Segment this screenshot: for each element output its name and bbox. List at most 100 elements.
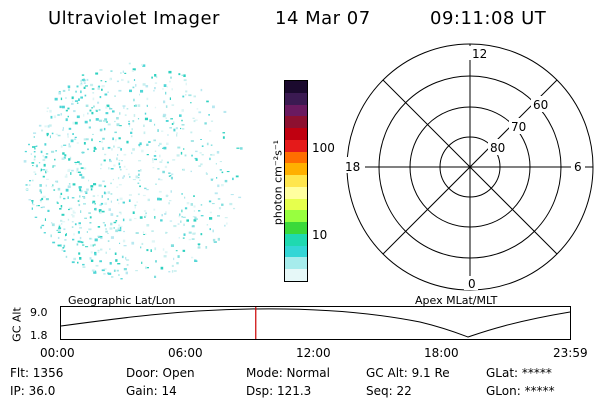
uv-pixel bbox=[146, 249, 149, 252]
uv-pixel bbox=[130, 131, 133, 134]
uv-pixel bbox=[223, 110, 227, 113]
uv-pixel bbox=[60, 113, 62, 116]
uv-pixel bbox=[168, 172, 171, 174]
uv-pixel bbox=[67, 169, 70, 172]
uv-pixel bbox=[132, 68, 136, 71]
uv-pixel bbox=[191, 238, 195, 240]
uv-pixel bbox=[141, 261, 143, 264]
uv-pixel bbox=[62, 247, 65, 249]
uv-pixel bbox=[212, 229, 214, 233]
uv-pixel bbox=[99, 96, 102, 99]
uv-pixel bbox=[119, 166, 121, 169]
uv-pixel bbox=[184, 207, 188, 210]
uv-pixel bbox=[164, 213, 167, 215]
uv-pixel bbox=[173, 121, 175, 124]
uv-pixel bbox=[152, 161, 154, 163]
uv-pixel bbox=[82, 266, 86, 268]
uv-pixel bbox=[76, 169, 78, 171]
uv-pixel bbox=[125, 271, 128, 275]
uv-pixel bbox=[139, 216, 143, 219]
uv-pixel bbox=[108, 272, 112, 275]
uv-pixel bbox=[137, 170, 140, 172]
uv-pixel bbox=[74, 100, 78, 102]
uv-pixel bbox=[143, 131, 146, 135]
colorbar-swatch bbox=[285, 139, 307, 152]
uv-pixel bbox=[110, 213, 114, 216]
uv-pixel bbox=[89, 216, 92, 219]
uv-pixel bbox=[140, 246, 142, 249]
uv-pixel bbox=[173, 257, 175, 261]
uv-pixel bbox=[58, 91, 61, 95]
uv-pixel bbox=[188, 231, 192, 234]
uv-pixel bbox=[170, 118, 173, 120]
uv-pixel bbox=[110, 236, 114, 239]
uv-pixel bbox=[184, 196, 186, 199]
uv-pixel bbox=[128, 122, 131, 125]
uv-pixel bbox=[146, 143, 149, 146]
uv-pixel bbox=[40, 226, 42, 229]
uv-pixel bbox=[145, 85, 149, 88]
uv-pixel bbox=[94, 203, 96, 205]
uv-pixel bbox=[201, 154, 204, 156]
uv-pixel bbox=[236, 147, 240, 149]
uv-pixel bbox=[166, 86, 168, 88]
uv-pixel bbox=[84, 217, 87, 219]
uv-pixel bbox=[83, 86, 86, 89]
uv-pixel bbox=[90, 259, 94, 262]
uv-pixel bbox=[183, 148, 185, 150]
uv-pixel bbox=[219, 161, 222, 163]
uv-pixel bbox=[162, 248, 165, 251]
uv-pixel bbox=[216, 177, 218, 179]
uv-pixel bbox=[116, 186, 119, 188]
uv-pixel bbox=[50, 234, 52, 238]
uv-pixel bbox=[79, 226, 82, 229]
uv-pixel bbox=[61, 157, 65, 160]
uv-pixel bbox=[165, 117, 167, 119]
uv-pixel bbox=[118, 137, 121, 140]
uv-pixel bbox=[84, 190, 88, 193]
uv-pixel bbox=[45, 156, 48, 159]
uv-pixel bbox=[143, 210, 147, 212]
seq-value: Seq: 22 bbox=[366, 384, 412, 398]
uv-pixel bbox=[118, 159, 121, 161]
uv-pixel bbox=[72, 183, 76, 186]
uv-pixel bbox=[180, 220, 182, 223]
uv-pixel bbox=[78, 224, 81, 226]
uv-pixel bbox=[119, 226, 122, 230]
uv-pixel bbox=[110, 193, 113, 195]
colorbar-swatch bbox=[285, 128, 307, 140]
uv-pixel bbox=[166, 232, 168, 234]
uv-pixel bbox=[163, 255, 167, 258]
polar-lat-70: 70 bbox=[511, 120, 526, 134]
uv-pixel bbox=[87, 112, 89, 115]
uv-pixel bbox=[137, 182, 140, 184]
uv-pixel bbox=[57, 187, 61, 191]
uv-pixel bbox=[99, 128, 103, 132]
uv-pixel bbox=[150, 249, 152, 252]
uv-pixel bbox=[183, 74, 186, 77]
uv-pixel bbox=[33, 132, 37, 134]
uv-pixel bbox=[42, 159, 46, 161]
uv-pixel bbox=[65, 233, 67, 236]
uv-pixel bbox=[138, 173, 140, 176]
uv-pixel bbox=[81, 176, 85, 179]
timeline-ymax: 9.0 bbox=[30, 306, 48, 319]
uv-pixel bbox=[128, 199, 131, 202]
uv-pixel bbox=[171, 123, 174, 125]
uv-pixel bbox=[201, 145, 204, 147]
uv-pixel bbox=[221, 203, 224, 206]
uv-pixel bbox=[190, 131, 193, 134]
uv-pixel bbox=[104, 224, 106, 227]
uv-pixel bbox=[121, 78, 124, 81]
dsp-value: Dsp: 121.3 bbox=[246, 384, 312, 398]
uv-pixel bbox=[42, 206, 45, 208]
uv-pixel bbox=[45, 198, 49, 201]
uv-pixel bbox=[91, 107, 93, 109]
uv-pixel bbox=[169, 175, 172, 177]
uv-pixel bbox=[70, 139, 74, 143]
uv-pixel bbox=[104, 202, 107, 205]
uv-pixel bbox=[57, 244, 60, 247]
uv-pixel bbox=[80, 167, 84, 169]
time-tick-0600: 06:00 bbox=[168, 346, 203, 360]
uv-pixel bbox=[113, 164, 116, 167]
